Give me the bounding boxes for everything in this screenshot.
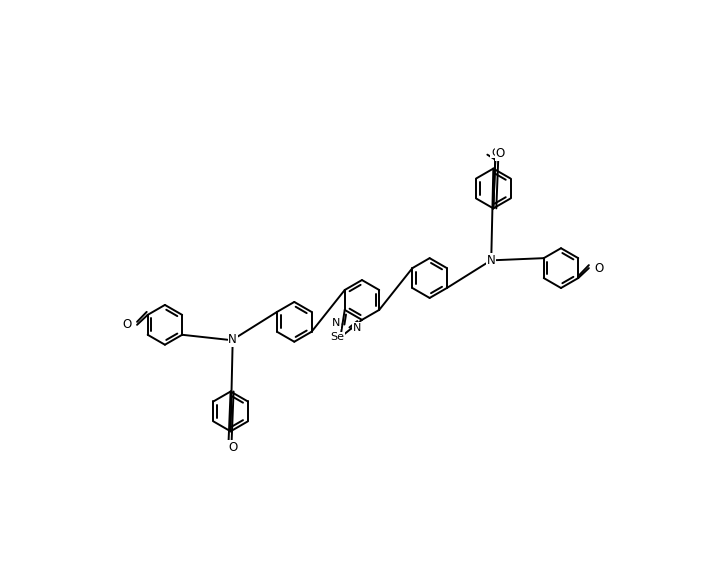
Text: N: N	[487, 254, 496, 267]
Text: O: O	[594, 262, 603, 274]
Text: N: N	[352, 323, 361, 333]
Text: O: O	[228, 441, 238, 454]
Text: Se: Se	[330, 332, 345, 342]
Text: N: N	[228, 334, 237, 346]
Text: O: O	[491, 148, 500, 157]
Text: N: N	[333, 318, 341, 328]
Text: O: O	[123, 318, 132, 331]
Text: O: O	[496, 147, 505, 160]
